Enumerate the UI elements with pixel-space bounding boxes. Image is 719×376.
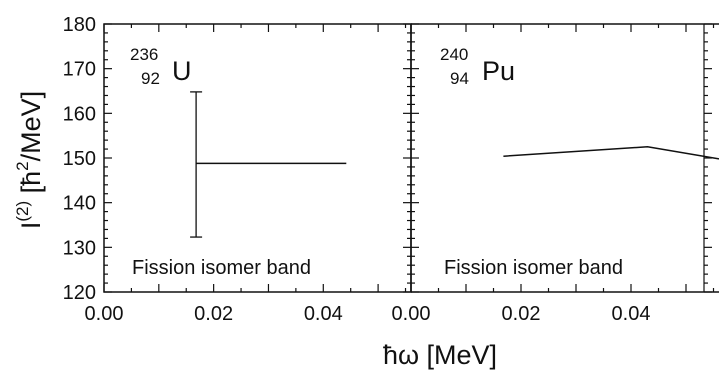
- panel-2-symbol: Pu: [482, 56, 515, 86]
- x-tick-label: 0.04: [612, 303, 651, 325]
- x-tick-label: 0.00: [392, 303, 431, 325]
- y-tick-label: 180: [63, 14, 96, 36]
- x-tick-label: 0.00: [85, 303, 124, 325]
- y-axis-title-end: /MeV]: [16, 91, 46, 162]
- panel-2-isotope-label: 240 94 Pu: [440, 36, 515, 90]
- panel-2-atomic-number: 94: [450, 69, 469, 88]
- panel-1-frame: [103, 23, 412, 293]
- y-axis-title-sup: (2): [13, 201, 32, 222]
- panel-1-symbol: U: [172, 56, 192, 86]
- panel-2-series-line: [503, 146, 719, 160]
- y-tick-label: 170: [63, 59, 96, 81]
- x-tick-label: 0.02: [502, 303, 541, 325]
- y-tick-label: 150: [63, 148, 96, 170]
- panel-1-atomic-number: 92: [141, 69, 160, 88]
- svg-text:I(2) [ħ2/MeV]: I(2) [ħ2/MeV]: [13, 91, 46, 229]
- y-axis-title-sup2: 2: [13, 161, 32, 170]
- panel-2-annotation: Fission isomer band: [444, 257, 623, 279]
- y-tick-label: 120: [63, 282, 96, 304]
- panel-1-mass-number: 236: [130, 45, 158, 64]
- y-axis-title: I(2) [ħ2/MeV]: [13, 91, 46, 229]
- axis-tick-labels: 120 130 140 150 160 170 180 0.00 0.02 0.04 0.00 0.0…: [63, 14, 651, 325]
- x-axis-title: ħω [MeV]: [383, 340, 497, 370]
- panel-1-annotation: Fission isomer band: [132, 257, 311, 279]
- x-tick-label: 0.02: [194, 303, 233, 325]
- y-tick-label: 160: [63, 103, 96, 125]
- panel-2-mass-number: 240: [440, 45, 468, 64]
- data-series: [190, 91, 719, 238]
- y-tick-label: 140: [63, 193, 96, 215]
- y-axis-title-main: I: [16, 222, 46, 230]
- panel-1-isotope-label: 236 92 U: [130, 36, 192, 90]
- x-tick-label: 0.04: [304, 303, 343, 325]
- axis-ticks: [103, 23, 715, 293]
- y-tick-label: 130: [63, 237, 96, 259]
- y-axis-title-rest: [ħ: [16, 171, 46, 201]
